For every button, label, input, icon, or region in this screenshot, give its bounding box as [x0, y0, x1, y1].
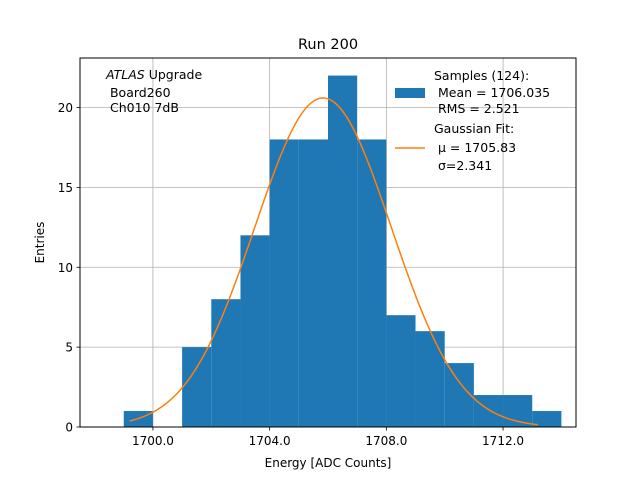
y-tick-label: 0 — [65, 421, 73, 435]
annotation-channel: Ch010 7dB — [106, 100, 179, 115]
chart-title: Run 200 — [298, 37, 358, 53]
x-tick-label: 1700.0 — [132, 434, 174, 448]
plot-frame — [79, 57, 577, 428]
histogram-bars — [123, 75, 562, 428]
y-tick-label: 20 — [58, 101, 73, 115]
legend-samples-rms: RMS = 2.521 — [434, 101, 520, 116]
x-tick-label: 1708.0 — [365, 434, 407, 448]
y-tick-label: 5 — [65, 341, 73, 355]
histogram-bar — [532, 411, 562, 427]
legend-fit-sigma: σ=2.341 — [434, 158, 492, 173]
axis-ticks: 1700.0 1704.0 1708.0 1712.0 0 5 10 15 20 — [58, 101, 524, 448]
annotation-board: Board260 — [106, 85, 171, 100]
annotation-atlas-line: ATLAS Upgrade — [105, 67, 202, 82]
gaussian-fit-line — [129, 97, 539, 426]
annotation-atlas: ATLAS — [105, 67, 145, 82]
histogram-bar — [444, 363, 474, 427]
gaussian-fit-curve — [129, 97, 539, 426]
y-axis-label: Entries — [33, 222, 47, 264]
legend-samples-mean: Mean = 1706.035 — [434, 85, 550, 100]
histogram-bar — [473, 395, 504, 427]
atlas-annotation: ATLAS Upgrade Board260 Ch010 7dB — [105, 67, 202, 115]
histogram-bar — [357, 139, 387, 427]
histogram-bar — [240, 235, 270, 427]
legend-fit-mu: μ = 1705.83 — [434, 140, 516, 155]
histogram-bar — [503, 395, 533, 427]
x-axis-label: Energy [ADC Counts] — [265, 456, 392, 470]
legend-fit-label: Gaussian Fit: — [434, 121, 514, 136]
histogram-bar — [298, 139, 328, 427]
histogram-bar — [269, 139, 299, 427]
x-tick-label: 1704.0 — [249, 434, 291, 448]
histogram-bar — [211, 299, 241, 427]
histogram-bar — [415, 331, 445, 427]
y-tick-label: 10 — [58, 261, 73, 275]
legend-samples-label: Samples (124): — [434, 68, 529, 83]
histogram-bar — [328, 75, 358, 428]
legend-samples-patch — [395, 88, 425, 98]
annotation-upgrade: Upgrade — [145, 67, 203, 82]
x-tick-label: 1712.0 — [482, 434, 524, 448]
histogram-bar — [182, 347, 212, 427]
y-tick-label: 15 — [58, 181, 73, 195]
histogram-bar — [386, 315, 416, 427]
legend: Samples (124): Mean = 1706.035 RMS = 2.5… — [395, 68, 550, 173]
